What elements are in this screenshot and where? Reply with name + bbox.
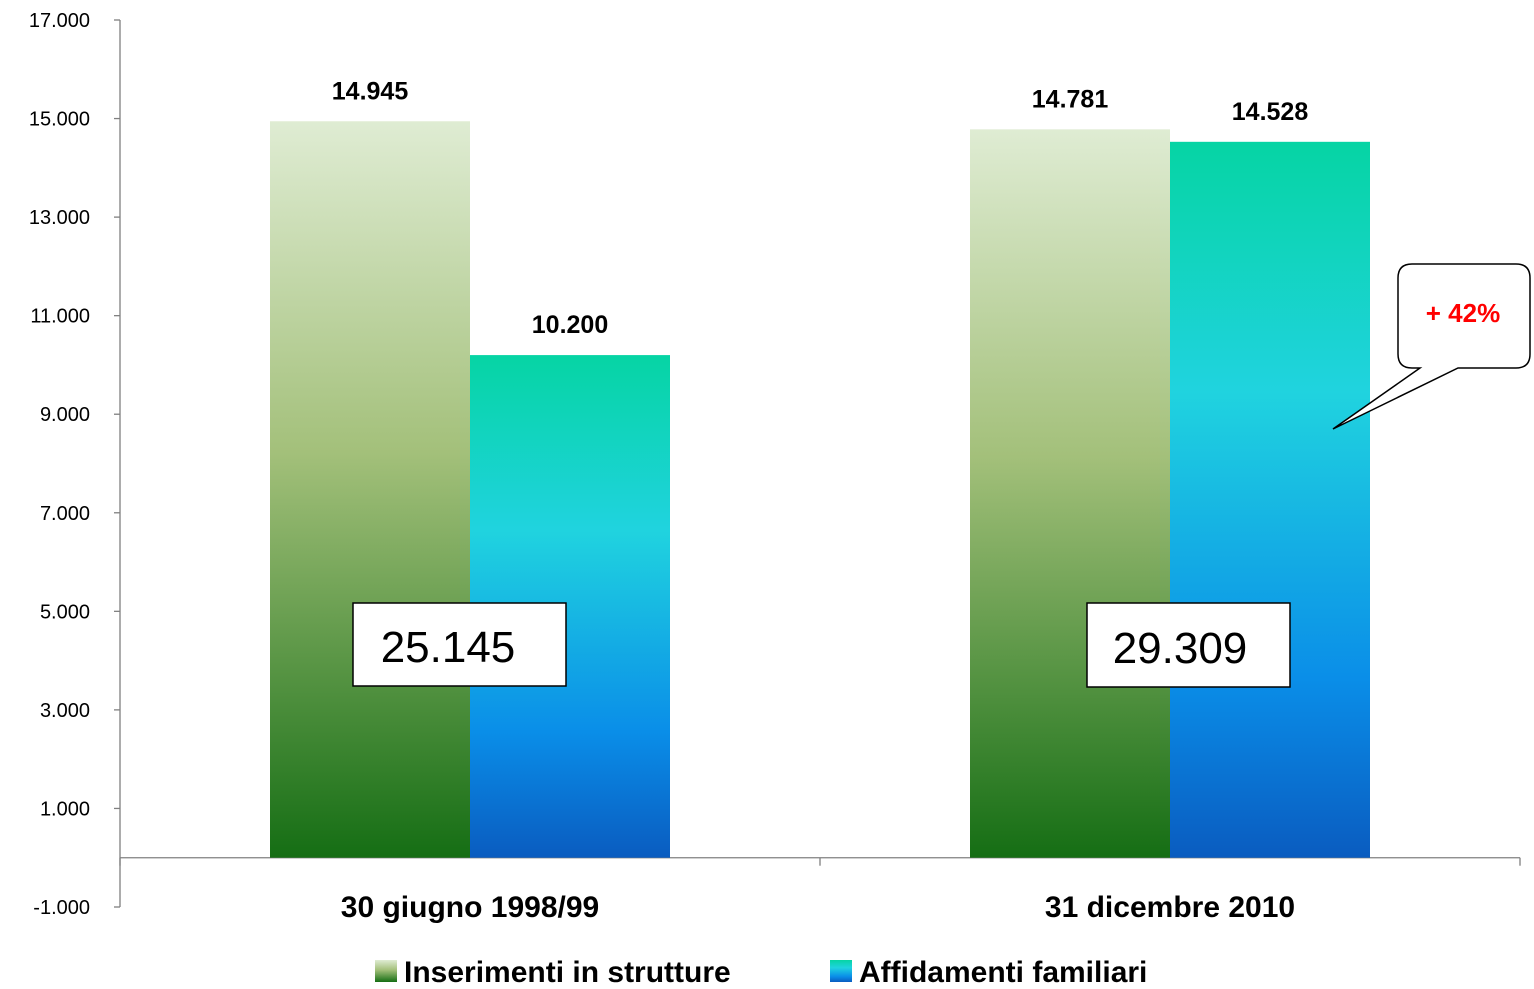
legend-label-1: Inserimenti in strutture <box>404 956 731 989</box>
data-label: 14.528 <box>1232 98 1309 126</box>
y-tick-label: 1.000 <box>40 798 90 820</box>
total-label-2: 29.309 <box>1113 624 1248 673</box>
legend-item-2: Affidamenti familiari <box>830 956 1147 989</box>
bars <box>270 121 1370 858</box>
y-tick-label: 5.000 <box>40 601 90 623</box>
y-tick-label: 7.000 <box>40 503 90 525</box>
bar-2-2 <box>1170 141 1370 858</box>
x-category-label: 31 dicembre 2010 <box>1045 891 1295 924</box>
bar-1-2 <box>970 129 1170 858</box>
y-tick-label: 3.000 <box>40 700 90 722</box>
data-label: 14.945 <box>332 77 409 105</box>
bar-1-1 <box>270 121 470 858</box>
callout-text: + 42% <box>1426 298 1500 328</box>
legend-item-1: Inserimenti in strutture <box>375 956 731 989</box>
y-tick-label: 9.000 <box>40 404 90 426</box>
data-label: 14.781 <box>1032 85 1109 113</box>
total-box-1: 25.145 <box>352 602 567 687</box>
axes: 17.000 15.000 13.000 11.000 9.000 7.000 5.000 3… <box>29 10 1521 924</box>
legend-swatch-2 <box>830 960 852 982</box>
y-tick-label: -1.000 <box>33 897 90 919</box>
legend-swatch-1 <box>375 960 397 982</box>
data-label: 10.200 <box>532 311 608 339</box>
data-labels: 14.945 10.200 14.781 14.528 <box>332 77 1309 339</box>
legend: Inserimenti in strutture Affidamenti fam… <box>375 956 1147 989</box>
total-label-1: 25.145 <box>381 623 516 672</box>
y-tick-label: 11.000 <box>30 306 90 328</box>
y-tick-label: 17.000 <box>29 10 90 32</box>
y-tick-label: 13.000 <box>29 207 90 229</box>
y-tick-label: 15.000 <box>29 109 90 131</box>
callout-bubble: + 42% <box>1332 263 1531 430</box>
legend-label-2: Affidamenti familiari <box>859 956 1147 989</box>
x-category-label: 30 giugno 1998/99 <box>341 891 599 924</box>
total-box-2: 29.309 <box>1086 602 1291 688</box>
